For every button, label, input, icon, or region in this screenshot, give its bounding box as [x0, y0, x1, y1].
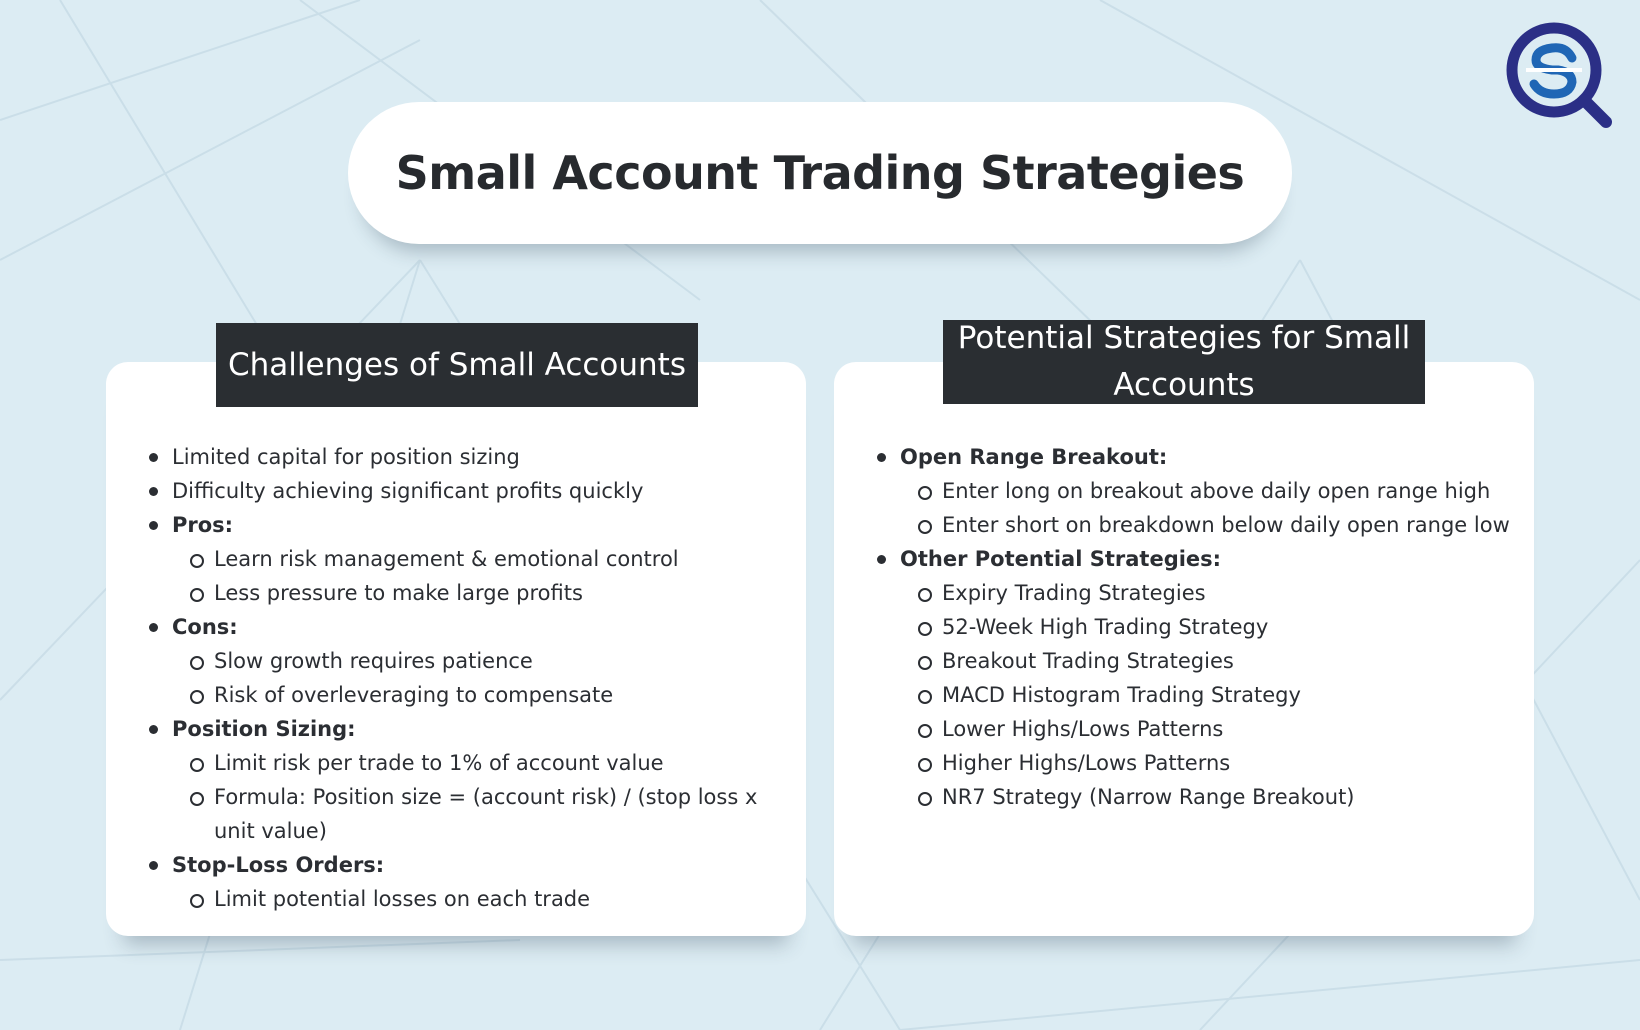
sub-list-item: Lower Highs/Lows Patterns	[874, 712, 1534, 746]
sub-list-item: MACD Histogram Trading Strategy	[874, 678, 1534, 712]
sub-list-item: Expiry Trading Strategies	[874, 576, 1534, 610]
list-item: Cons:	[146, 610, 786, 644]
sub-list-item: Formula: Position size = (account risk) …	[146, 780, 786, 848]
challenges-heading: Challenges of Small Accounts	[216, 323, 698, 407]
sub-list-item: Less pressure to make large profits	[146, 576, 786, 610]
sub-list-item: Higher Highs/Lows Patterns	[874, 746, 1534, 780]
list-item: Stop-Loss Orders:	[146, 848, 786, 882]
strategies-list: Open Range Breakout: Enter long on breako…	[874, 440, 1534, 814]
sub-list-item: Learn risk management & emotional contro…	[146, 542, 786, 576]
list-item: Difficulty achieving significant profits…	[146, 474, 786, 508]
sub-list-item: Enter short on breakdown below daily ope…	[874, 508, 1534, 542]
title-banner: Small Account Trading Strategies	[348, 102, 1292, 244]
strategies-card	[834, 362, 1534, 936]
challenges-card	[106, 362, 806, 936]
list-item: Limited capital for position sizing	[146, 440, 786, 474]
sub-list-item: Breakout Trading Strategies	[874, 644, 1534, 678]
sub-list-item: 52-Week High Trading Strategy	[874, 610, 1534, 644]
sub-list-item: NR7 Strategy (Narrow Range Breakout)	[874, 780, 1534, 814]
sub-list-item: Limit potential losses on each trade	[146, 882, 786, 916]
list-item: Pros:	[146, 508, 786, 542]
list-item: Open Range Breakout:	[874, 440, 1534, 474]
sub-list-item: Risk of overleveraging to compensate	[146, 678, 786, 712]
search-s-logo-icon	[1506, 22, 1612, 128]
challenges-list: Limited capital for position sizing Diffi…	[146, 440, 786, 916]
list-item: Position Sizing:	[146, 712, 786, 746]
sub-list-item: Limit risk per trade to 1% of account va…	[146, 746, 786, 780]
sub-list-item: Slow growth requires patience	[146, 644, 786, 678]
list-item: Other Potential Strategies:	[874, 542, 1534, 576]
strategies-heading: Potential Strategies for Small Accounts	[943, 320, 1425, 404]
page-title: Small Account Trading Strategies	[395, 146, 1245, 200]
sub-list-item: Enter long on breakout above daily open …	[874, 474, 1534, 508]
